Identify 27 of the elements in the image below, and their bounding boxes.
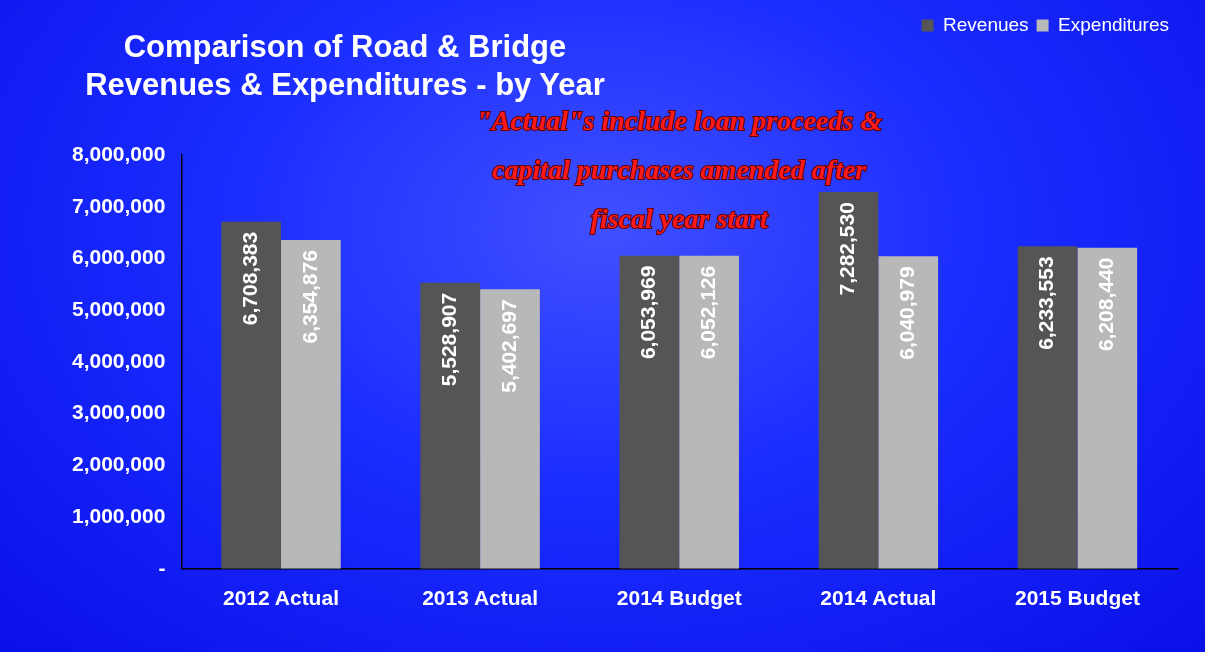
y-tick-label: 5,000,000 — [71, 296, 166, 320]
y-tick-label: 7,000,000 — [71, 193, 166, 217]
data-label: 6,052,126 — [695, 265, 719, 360]
data-label: 6,233,553 — [1034, 256, 1058, 350]
x-tick-label: 2013 Actual — [422, 586, 539, 610]
data-label: 5,402,697 — [496, 299, 520, 393]
x-tick-label: 2014 Budget — [616, 586, 742, 610]
data-label: 6,354,876 — [297, 250, 321, 344]
data-label: 7,282,530 — [835, 202, 859, 296]
x-tick-label: 2015 Budget — [1015, 586, 1140, 610]
data-label: 6,040,979 — [894, 266, 918, 360]
y-tick-label: 4,000,000 — [71, 348, 166, 372]
chart-title: Comparison of Road & Bridge Revenues & Expenditures - by Year — [84, 28, 606, 104]
x-tick-label: 2014 Actual — [820, 586, 937, 610]
y-tick-label: 3,000,000 — [71, 400, 166, 424]
data-label: 6,708,383 — [237, 231, 261, 326]
data-label: 6,208,440 — [1094, 257, 1118, 352]
y-tick-label: 2,000,000 — [71, 452, 166, 476]
y-tick-label: 1,000,000 — [71, 503, 166, 527]
legend-label: Expenditures — [1058, 13, 1169, 35]
y-tick-label: - — [158, 555, 166, 579]
legend-label: Revenues — [943, 13, 1029, 35]
data-label: 5,528,907 — [437, 292, 461, 387]
y-tick-label: 8,000,000 — [71, 141, 166, 165]
y-tick-label: 6,000,000 — [71, 245, 166, 269]
data-label: 6,053,969 — [636, 265, 660, 360]
x-tick-label: 2012 Actual — [223, 586, 339, 610]
